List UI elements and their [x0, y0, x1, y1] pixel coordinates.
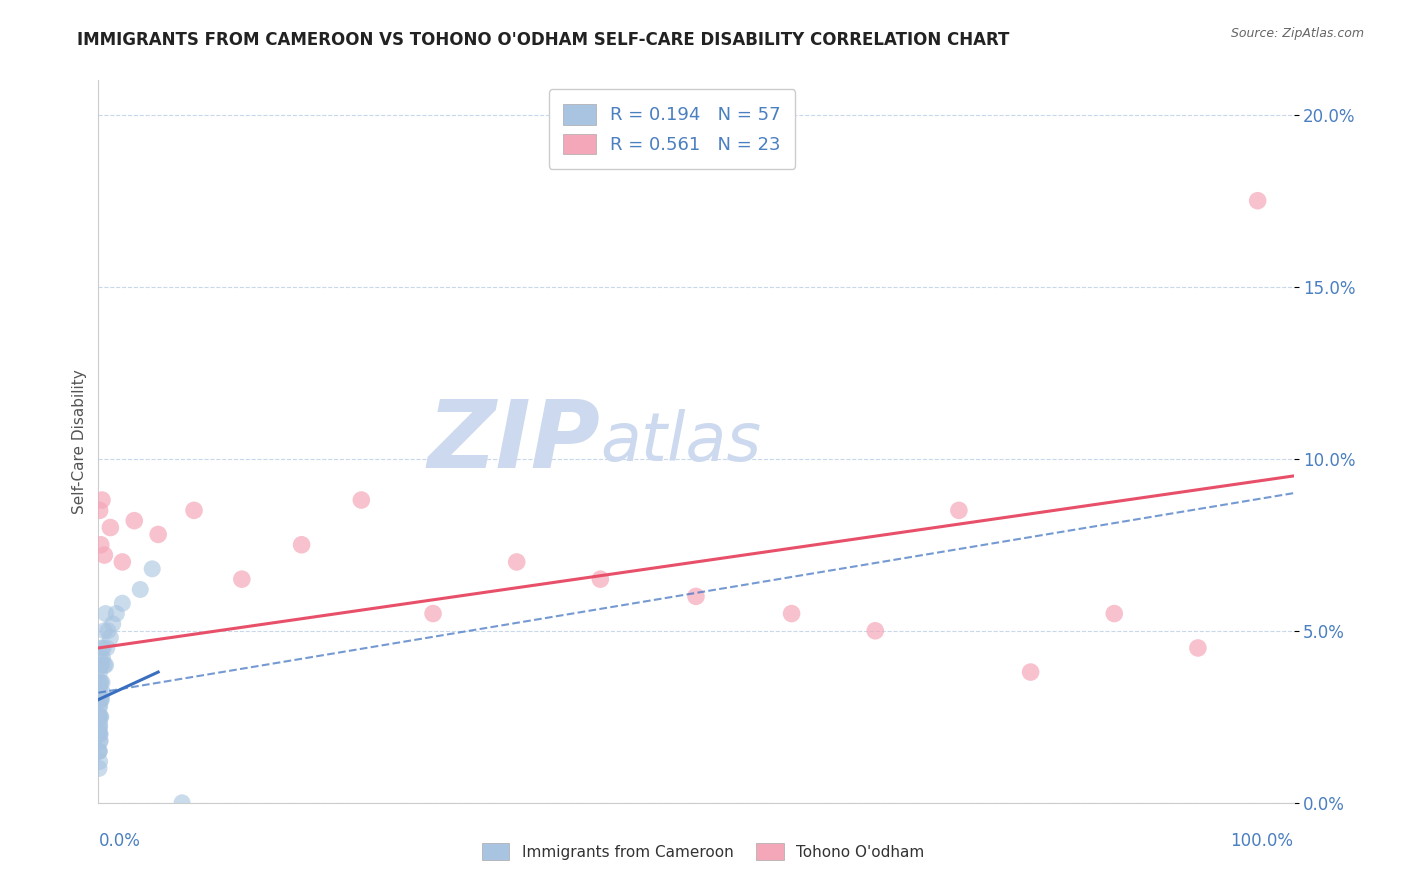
- Point: [87, 675, 110, 690]
- Point: [90, 710, 112, 724]
- Point: [91, 686, 114, 700]
- Point: [91, 493, 114, 508]
- Point: [93, 658, 115, 673]
- Point: [87, 744, 110, 758]
- Point: [90, 692, 112, 706]
- Point: [89, 682, 111, 697]
- Point: [89, 692, 111, 706]
- Point: [89, 734, 111, 748]
- Point: [422, 607, 444, 621]
- Point: [87, 710, 110, 724]
- Point: [87, 727, 110, 741]
- Point: [350, 493, 373, 508]
- Point: [90, 538, 112, 552]
- Point: [87, 710, 110, 724]
- Point: [97, 624, 120, 638]
- Point: [89, 734, 111, 748]
- Point: [89, 720, 111, 734]
- Point: [141, 562, 163, 576]
- Point: [87, 686, 110, 700]
- Point: [98, 520, 122, 534]
- Point: [87, 744, 110, 758]
- Point: [685, 590, 707, 604]
- Text: Source: ZipAtlas.com: Source: ZipAtlas.com: [1230, 27, 1364, 40]
- Point: [1187, 640, 1209, 655]
- Point: [87, 761, 110, 775]
- Point: [87, 699, 110, 714]
- Point: [105, 607, 128, 621]
- Text: ZIP: ZIP: [427, 395, 600, 488]
- Point: [89, 665, 111, 679]
- Point: [94, 658, 117, 673]
- Point: [172, 796, 194, 810]
- Point: [87, 692, 110, 706]
- Point: [93, 624, 115, 638]
- Point: [87, 727, 110, 741]
- Point: [129, 582, 152, 597]
- Point: [89, 699, 111, 714]
- Point: [89, 716, 111, 731]
- Text: atlas: atlas: [600, 409, 762, 475]
- Point: [87, 727, 110, 741]
- Point: [91, 640, 114, 655]
- Point: [506, 555, 529, 569]
- Point: [87, 720, 110, 734]
- Point: [89, 755, 111, 769]
- Point: [96, 640, 118, 655]
- Text: 0.0%: 0.0%: [98, 831, 141, 850]
- Point: [111, 596, 134, 610]
- Legend: Immigrants from Cameroon, Tohono O'odham: Immigrants from Cameroon, Tohono O'odham: [475, 837, 931, 866]
- Point: [90, 658, 112, 673]
- Point: [87, 692, 110, 706]
- Point: [90, 675, 112, 690]
- Point: [87, 710, 110, 724]
- Point: [291, 538, 314, 552]
- Point: [90, 692, 112, 706]
- Y-axis label: Self-Care Disability: Self-Care Disability: [72, 369, 87, 514]
- Point: [1104, 607, 1126, 621]
- Point: [589, 572, 612, 586]
- Point: [124, 514, 146, 528]
- Point: [87, 692, 110, 706]
- Point: [780, 607, 803, 621]
- Point: [91, 651, 114, 665]
- Point: [1247, 194, 1270, 208]
- Point: [148, 527, 170, 541]
- Point: [1019, 665, 1042, 679]
- Point: [87, 744, 110, 758]
- Point: [101, 616, 124, 631]
- Point: [87, 710, 110, 724]
- Point: [91, 675, 114, 690]
- Text: 100.0%: 100.0%: [1230, 831, 1294, 850]
- Legend: R = 0.194   N = 57, R = 0.561   N = 23: R = 0.194 N = 57, R = 0.561 N = 23: [548, 89, 796, 169]
- Point: [111, 555, 134, 569]
- Point: [94, 607, 117, 621]
- Point: [89, 675, 111, 690]
- Point: [87, 727, 110, 741]
- Point: [91, 640, 114, 655]
- Point: [89, 651, 111, 665]
- Point: [98, 631, 122, 645]
- Point: [865, 624, 887, 638]
- Point: [87, 692, 110, 706]
- Point: [89, 727, 111, 741]
- Point: [93, 548, 115, 562]
- Point: [89, 710, 111, 724]
- Point: [89, 503, 111, 517]
- Point: [231, 572, 253, 586]
- Point: [90, 658, 112, 673]
- Point: [948, 503, 970, 517]
- Point: [183, 503, 205, 517]
- Text: IMMIGRANTS FROM CAMEROON VS TOHONO O'ODHAM SELF-CARE DISABILITY CORRELATION CHAR: IMMIGRANTS FROM CAMEROON VS TOHONO O'ODH…: [77, 31, 1010, 49]
